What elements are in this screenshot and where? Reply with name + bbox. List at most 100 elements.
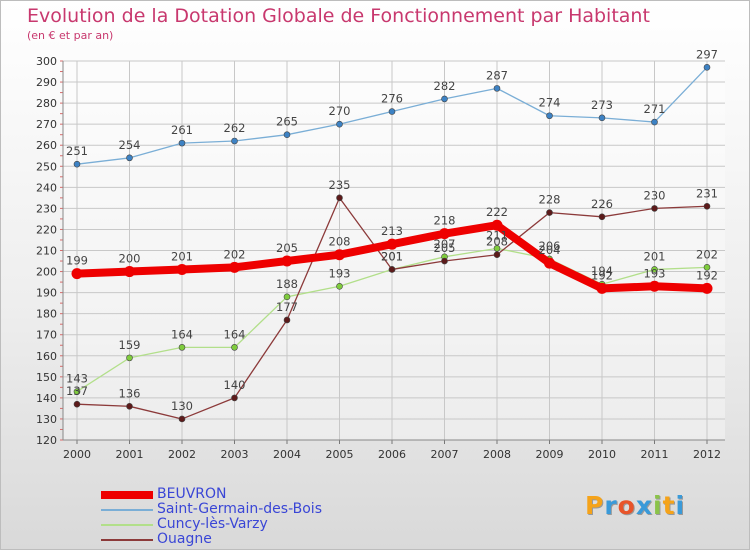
y-tick-label: 230 — [36, 202, 57, 215]
data-label-beuvron: 200 — [119, 252, 141, 266]
x-tick-label: 2012 — [693, 448, 721, 461]
data-point-ouagne — [178, 415, 186, 423]
data-label-ouagne: 140 — [224, 378, 246, 392]
data-point-cuncy-les-varzy — [73, 388, 81, 395]
data-point-cuncy-les-varzy — [178, 344, 186, 351]
data-label-saint-germain-des-bois: 262 — [224, 121, 246, 135]
data-label-saint-germain-des-bois: 254 — [119, 138, 141, 152]
data-label-beuvron: 201 — [171, 249, 193, 263]
data-point-saint-germain-des-bois — [493, 85, 501, 92]
data-label-beuvron: 218 — [434, 214, 456, 228]
data-label-cuncy-les-varzy: 159 — [119, 338, 141, 352]
y-tick-label: 220 — [36, 223, 57, 236]
x-tick-label: 2003 — [221, 448, 249, 461]
legend-label: Ouagne — [157, 531, 212, 547]
data-label-saint-germain-des-bois: 276 — [381, 92, 403, 106]
data-label-saint-germain-des-bois: 287 — [486, 68, 508, 82]
y-tick-label: 180 — [36, 308, 57, 321]
data-label-ouagne: 231 — [696, 186, 718, 200]
data-label-saint-germain-des-bois: 261 — [171, 123, 193, 137]
x-tick-label: 2000 — [63, 448, 91, 461]
y-tick-label: 290 — [36, 76, 57, 89]
data-point-saint-germain-des-bois — [126, 154, 133, 162]
data-point-beuvron — [334, 249, 345, 261]
y-tick-label: 280 — [36, 97, 57, 110]
y-tick-label: 150 — [36, 371, 57, 384]
data-point-ouagne — [598, 213, 606, 221]
data-point-beuvron — [229, 261, 240, 273]
legend-label: Cuncy-lès-Varzy — [157, 516, 268, 532]
data-label-saint-germain-des-bois: 273 — [591, 98, 613, 112]
data-label-ouagne: 136 — [119, 386, 141, 400]
data-point-saint-germain-des-bois — [178, 139, 186, 147]
x-tick-label: 2007 — [431, 448, 459, 461]
data-point-saint-germain-des-bois — [231, 137, 238, 145]
data-label-ouagne: 205 — [434, 241, 456, 255]
series-lines — [71, 64, 713, 423]
y-tick-label: 170 — [36, 329, 57, 342]
data-point-saint-germain-des-bois — [336, 120, 343, 128]
data-point-saint-germain-des-bois — [388, 108, 396, 115]
data-point-ouagne — [73, 400, 81, 408]
data-label-beuvron: 202 — [224, 247, 246, 261]
data-point-saint-germain-des-bois — [441, 95, 448, 103]
data-point-saint-germain-des-bois — [283, 131, 291, 138]
data-point-beuvron — [386, 238, 398, 250]
data-label-saint-germain-des-bois: 274 — [539, 96, 561, 110]
x-tick-label: 2001 — [116, 448, 144, 461]
data-point-cuncy-les-varzy — [231, 344, 238, 351]
data-point-beuvron — [596, 282, 608, 294]
axes: 120 130 140 150 160 170 180 190 200 210 220 230 240 2… — [36, 55, 725, 461]
data-label-cuncy-les-varzy: 193 — [329, 266, 351, 280]
legend-swatch — [101, 539, 153, 541]
x-tick-label: 2005 — [326, 448, 354, 461]
data-label-cuncy-les-varzy: 201 — [644, 249, 666, 263]
data-label-beuvron: 192 — [696, 268, 718, 282]
data-point-saint-germain-des-bois — [546, 112, 553, 120]
data-label-cuncy-les-varzy: 202 — [696, 247, 718, 261]
x-tick-label: 2006 — [378, 448, 406, 461]
legend-swatch — [101, 491, 153, 499]
data-label-cuncy-les-varzy: 201 — [381, 249, 403, 263]
x-tick-label: 2009 — [536, 448, 564, 461]
proxiti-logo: Proxiti — [585, 491, 686, 520]
data-label-ouagne: 228 — [539, 193, 561, 207]
data-point-saint-germain-des-bois — [598, 114, 606, 122]
y-tick-label: 250 — [36, 160, 57, 173]
data-point-cuncy-les-varzy — [493, 245, 501, 252]
data-point-beuvron — [281, 255, 293, 267]
data-point-beuvron — [544, 257, 555, 269]
chart-title: Evolution de la Dotation Globale de Fonc… — [27, 5, 650, 27]
data-point-cuncy-les-varzy — [651, 266, 658, 273]
data-label-saint-germain-des-bois: 265 — [276, 115, 298, 129]
y-tick-label: 300 — [36, 55, 57, 68]
data-point-ouagne — [493, 251, 501, 259]
data-label-cuncy-les-varzy: 164 — [171, 327, 193, 341]
data-point-beuvron — [176, 263, 188, 275]
data-point-beuvron — [491, 219, 503, 231]
data-label-beuvron: 199 — [66, 254, 88, 268]
data-point-ouagne — [703, 202, 711, 210]
data-point-cuncy-les-varzy — [336, 282, 343, 290]
y-tick-label: 160 — [36, 350, 57, 363]
grid — [63, 60, 725, 441]
data-label-beuvron: 205 — [276, 241, 298, 255]
data-point-ouagne — [388, 266, 396, 273]
data-label-cuncy-les-varzy: 211 — [486, 228, 508, 242]
x-tick-label: 2002 — [168, 448, 196, 461]
chart-subtitle: (en € et par an) — [27, 29, 114, 42]
x-tick-label: 2008 — [483, 448, 511, 461]
data-label-ouagne: 208 — [486, 235, 508, 249]
data-label-cuncy-les-varzy: 188 — [276, 277, 298, 291]
data-label-beuvron: 193 — [644, 266, 666, 280]
data-label-saint-germain-des-bois: 251 — [66, 144, 88, 158]
data-label-ouagne: 230 — [644, 188, 666, 202]
data-point-beuvron — [124, 266, 135, 278]
data-point-beuvron — [649, 280, 660, 292]
data-point-ouagne — [651, 205, 658, 212]
data-point-saint-germain-des-bois — [73, 160, 81, 168]
data-point-beuvron — [71, 268, 83, 280]
y-tick-label: 120 — [36, 434, 57, 447]
data-point-saint-germain-des-bois — [651, 118, 658, 126]
